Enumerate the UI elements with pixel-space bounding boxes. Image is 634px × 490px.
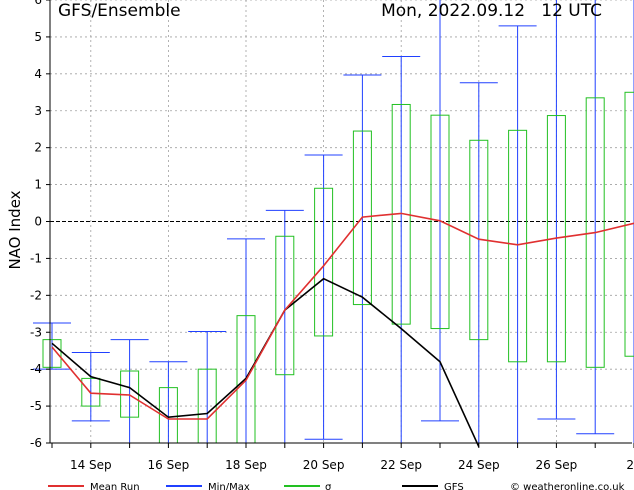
legend-label-sigma: σ (325, 482, 332, 490)
x-tick-label: 18 Sep (225, 458, 267, 472)
sigma-box (275, 235, 295, 376)
axes: -6 -5 -4 -3 -2 -1 0 1 2 3 4 5 6 14 Sep 16 Sep 18 Sep 20 … (30, 0, 634, 472)
y-tick-label: 1 (34, 178, 42, 192)
y-tick-label: -5 (30, 399, 42, 413)
legend-label-gfs: GFS (444, 482, 464, 490)
y-axis-label: NAO Index (6, 190, 24, 269)
x-tick-label: 20 Sep (303, 458, 345, 472)
y-tick-label: -1 (30, 251, 42, 265)
y-tick-label: 5 (34, 30, 42, 44)
y-tick-label: -4 (30, 362, 42, 376)
grid (50, 0, 634, 443)
x-tick-label: 16 Sep (148, 458, 190, 472)
y-tick-label: 3 (34, 104, 42, 118)
sigma-box (314, 187, 334, 337)
x-tick-label: 14 Sep (70, 458, 112, 472)
legend-label-mean-run: Mean Run (90, 482, 140, 490)
x-tick-label: 28 (626, 458, 634, 472)
y-tick-label: 6 (34, 0, 42, 7)
line-series (51, 212, 634, 448)
legend-label-minmax: Min/Max (208, 482, 250, 490)
y-tick-label: -3 (30, 325, 42, 339)
x-tick-label: 22 Sep (380, 458, 422, 472)
x-tick-label: 26 Sep (536, 458, 578, 472)
y-tick-label: 2 (34, 141, 42, 155)
x-tick-label: 24 Sep (458, 458, 500, 472)
y-tick-label: -2 (30, 288, 42, 302)
sigma-box (585, 97, 605, 368)
sigma-box (42, 339, 62, 368)
sigma-box (508, 129, 528, 363)
legend: Mean Run Min/Max σ GFS © weatheronline.c… (48, 482, 625, 490)
sigma-box (352, 130, 372, 306)
minmax-series (33, 0, 634, 443)
sigma-box (624, 91, 634, 357)
y-tick-label: 4 (34, 67, 42, 81)
chart-title: GFS/Ensemble (58, 1, 181, 21)
sigma-box (430, 114, 450, 330)
credit-text: © weatheronline.co.uk (510, 482, 625, 490)
y-tick-label: -6 (30, 436, 42, 450)
sigma-box (546, 115, 566, 363)
sigma-box (81, 377, 101, 407)
mean-run-line (51, 212, 634, 420)
y-tick-label: 0 (34, 215, 42, 229)
chart-subtitle: Mon, 2022.09.12 12 UTC (381, 1, 602, 21)
sigma-series (42, 91, 634, 444)
gfs-line (51, 277, 480, 448)
